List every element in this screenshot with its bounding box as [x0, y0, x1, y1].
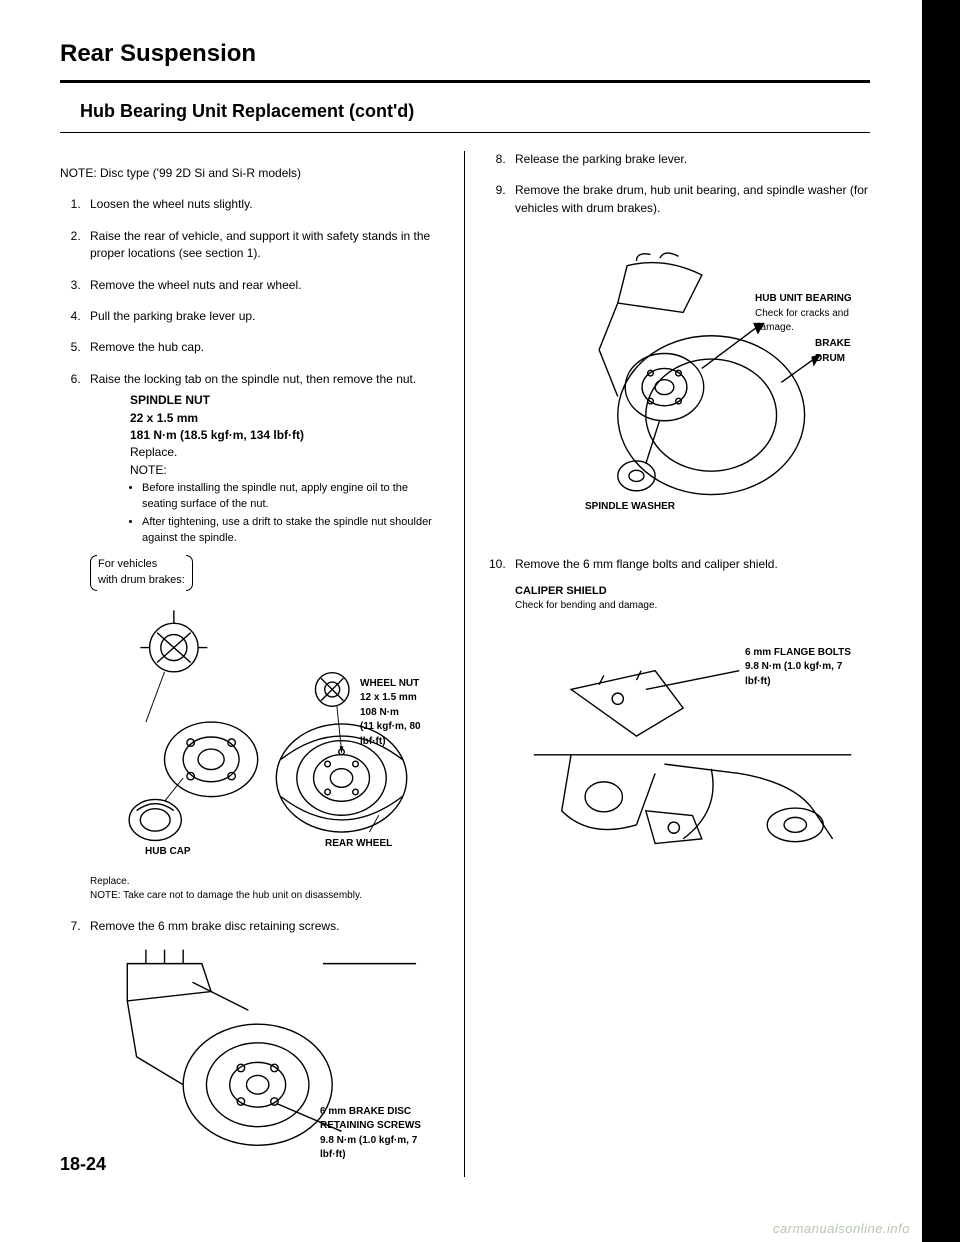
step-4: Pull the parking brake lever up. [84, 308, 444, 325]
figure-wheel-assembly: WHEEL NUT 12 x 1.5 mm 108 N·m (11 kgf·m,… [90, 601, 444, 867]
spindle-washer-label: SPINDLE WASHER [585, 500, 675, 515]
divider-thin [60, 132, 870, 133]
spindle-title: SPINDLE NUT [130, 392, 444, 409]
note-text: NOTE: Disc type ('99 2D Si and Si-R mode… [60, 165, 444, 182]
step-10: Remove the 6 mm flange bolts and caliper… [509, 556, 870, 891]
left-column: NOTE: Disc type ('99 2D Si and Si-R mode… [60, 151, 465, 1177]
spindle-note-1: Before installing the spindle nut, apply… [142, 481, 444, 513]
watermark: carmanualsonline.info [773, 1221, 910, 1236]
page-number: 18-24 [60, 1154, 106, 1175]
wheel-nut-callout: WHEEL NUT 12 x 1.5 mm 108 N·m (11 kgf·m,… [360, 677, 444, 750]
step-9: Remove the brake drum, hub unit bearing,… [509, 182, 870, 542]
step-3: Remove the wheel nuts and rear wheel. [84, 277, 444, 294]
fig1-callouts: WHEEL NUT 12 x 1.5 mm 108 N·m (11 kgf·m,… [90, 587, 444, 867]
steps-list-right: Release the parking brake lever. Remove … [485, 151, 870, 891]
caliper-shield-note: CALIPER SHIELD Check for bending and dam… [515, 584, 870, 614]
figure-caliper-shield: 6 mm FLANGE BOLTS 9.8 N·m (1.0 kgf·m, 7 … [515, 624, 870, 891]
vehicles-text: For vehicleswith drum brakes: [98, 558, 185, 586]
fig3-callouts: HUB UNIT BEARING Check for cracks and da… [515, 232, 870, 542]
step-6-text: Raise the locking tab on the spindle nut… [90, 372, 416, 386]
spindle-note-2: After tightening, use a drift to stake t… [142, 515, 444, 547]
step-2: Raise the rear of vehicle, and support i… [84, 228, 444, 263]
section-title: Rear Suspension [60, 40, 870, 68]
step-9-text: Remove the brake drum, hub unit bearing,… [515, 183, 868, 214]
figure-brake-drum: HUB UNIT BEARING Check for cracks and da… [515, 247, 870, 542]
steps-list-left: Loosen the wheel nuts slightly. Raise th… [60, 196, 444, 1163]
brake-drum-label: BRAKE DRUM [815, 337, 870, 366]
spindle-nut-block: SPINDLE NUT 22 x 1.5 mm 181 N·m (18.5 kg… [130, 392, 444, 547]
hub-bearing-callout: HUB UNIT BEARING Check for cracks and da… [755, 292, 870, 336]
step-7: Remove the 6 mm brake disc retaining scr… [84, 918, 444, 1163]
fig4-callouts: 6 mm FLANGE BOLTS 9.8 N·m (1.0 kgf·m, 7 … [515, 611, 870, 891]
hub-cap-label: HUB CAP [145, 845, 191, 860]
step-1: Loosen the wheel nuts slightly. [84, 196, 444, 213]
spindle-replace: Replace. [130, 444, 444, 461]
vehicles-bracket: For vehicleswith drum brakes: [90, 555, 193, 591]
spindle-notes-list: Before installing the spindle nut, apply… [130, 481, 444, 547]
divider-thick [60, 80, 870, 83]
step-10-text: Remove the 6 mm flange bolts and caliper… [515, 557, 778, 571]
figure-brake-disc: 6 mm BRAKE DISC RETAINING SCREWS 9.8 N·m… [90, 945, 444, 1163]
procedure-title: Hub Bearing Unit Replacement (cont'd) [80, 101, 870, 122]
spindle-size: 22 x 1.5 mm [130, 410, 444, 427]
step-6: Raise the locking tab on the spindle nut… [84, 371, 444, 904]
page-binding-edge [922, 0, 960, 1242]
hub-cap-note: Replace. NOTE: Take care not to damage t… [90, 875, 444, 904]
rear-wheel-label: REAR WHEEL [325, 837, 392, 852]
two-column-layout: NOTE: Disc type ('99 2D Si and Si-R mode… [60, 151, 870, 1177]
manual-page: Rear Suspension Hub Bearing Unit Replace… [0, 0, 920, 1197]
flange-bolts-callout: 6 mm FLANGE BOLTS 9.8 N·m (1.0 kgf·m, 7 … [745, 646, 870, 690]
step-7-text: Remove the 6 mm brake disc retaining scr… [90, 919, 339, 933]
right-column: Release the parking brake lever. Remove … [465, 151, 870, 1177]
step-8: Release the parking brake lever. [509, 151, 870, 168]
spindle-note-label: NOTE: [130, 462, 444, 479]
step-5: Remove the hub cap. [84, 339, 444, 356]
screws-callout: 6 mm BRAKE DISC RETAINING SCREWS 9.8 N·m… [320, 1105, 444, 1163]
spindle-torque: 181 N·m (18.5 kgf·m, 134 lbf·ft) [130, 427, 444, 444]
